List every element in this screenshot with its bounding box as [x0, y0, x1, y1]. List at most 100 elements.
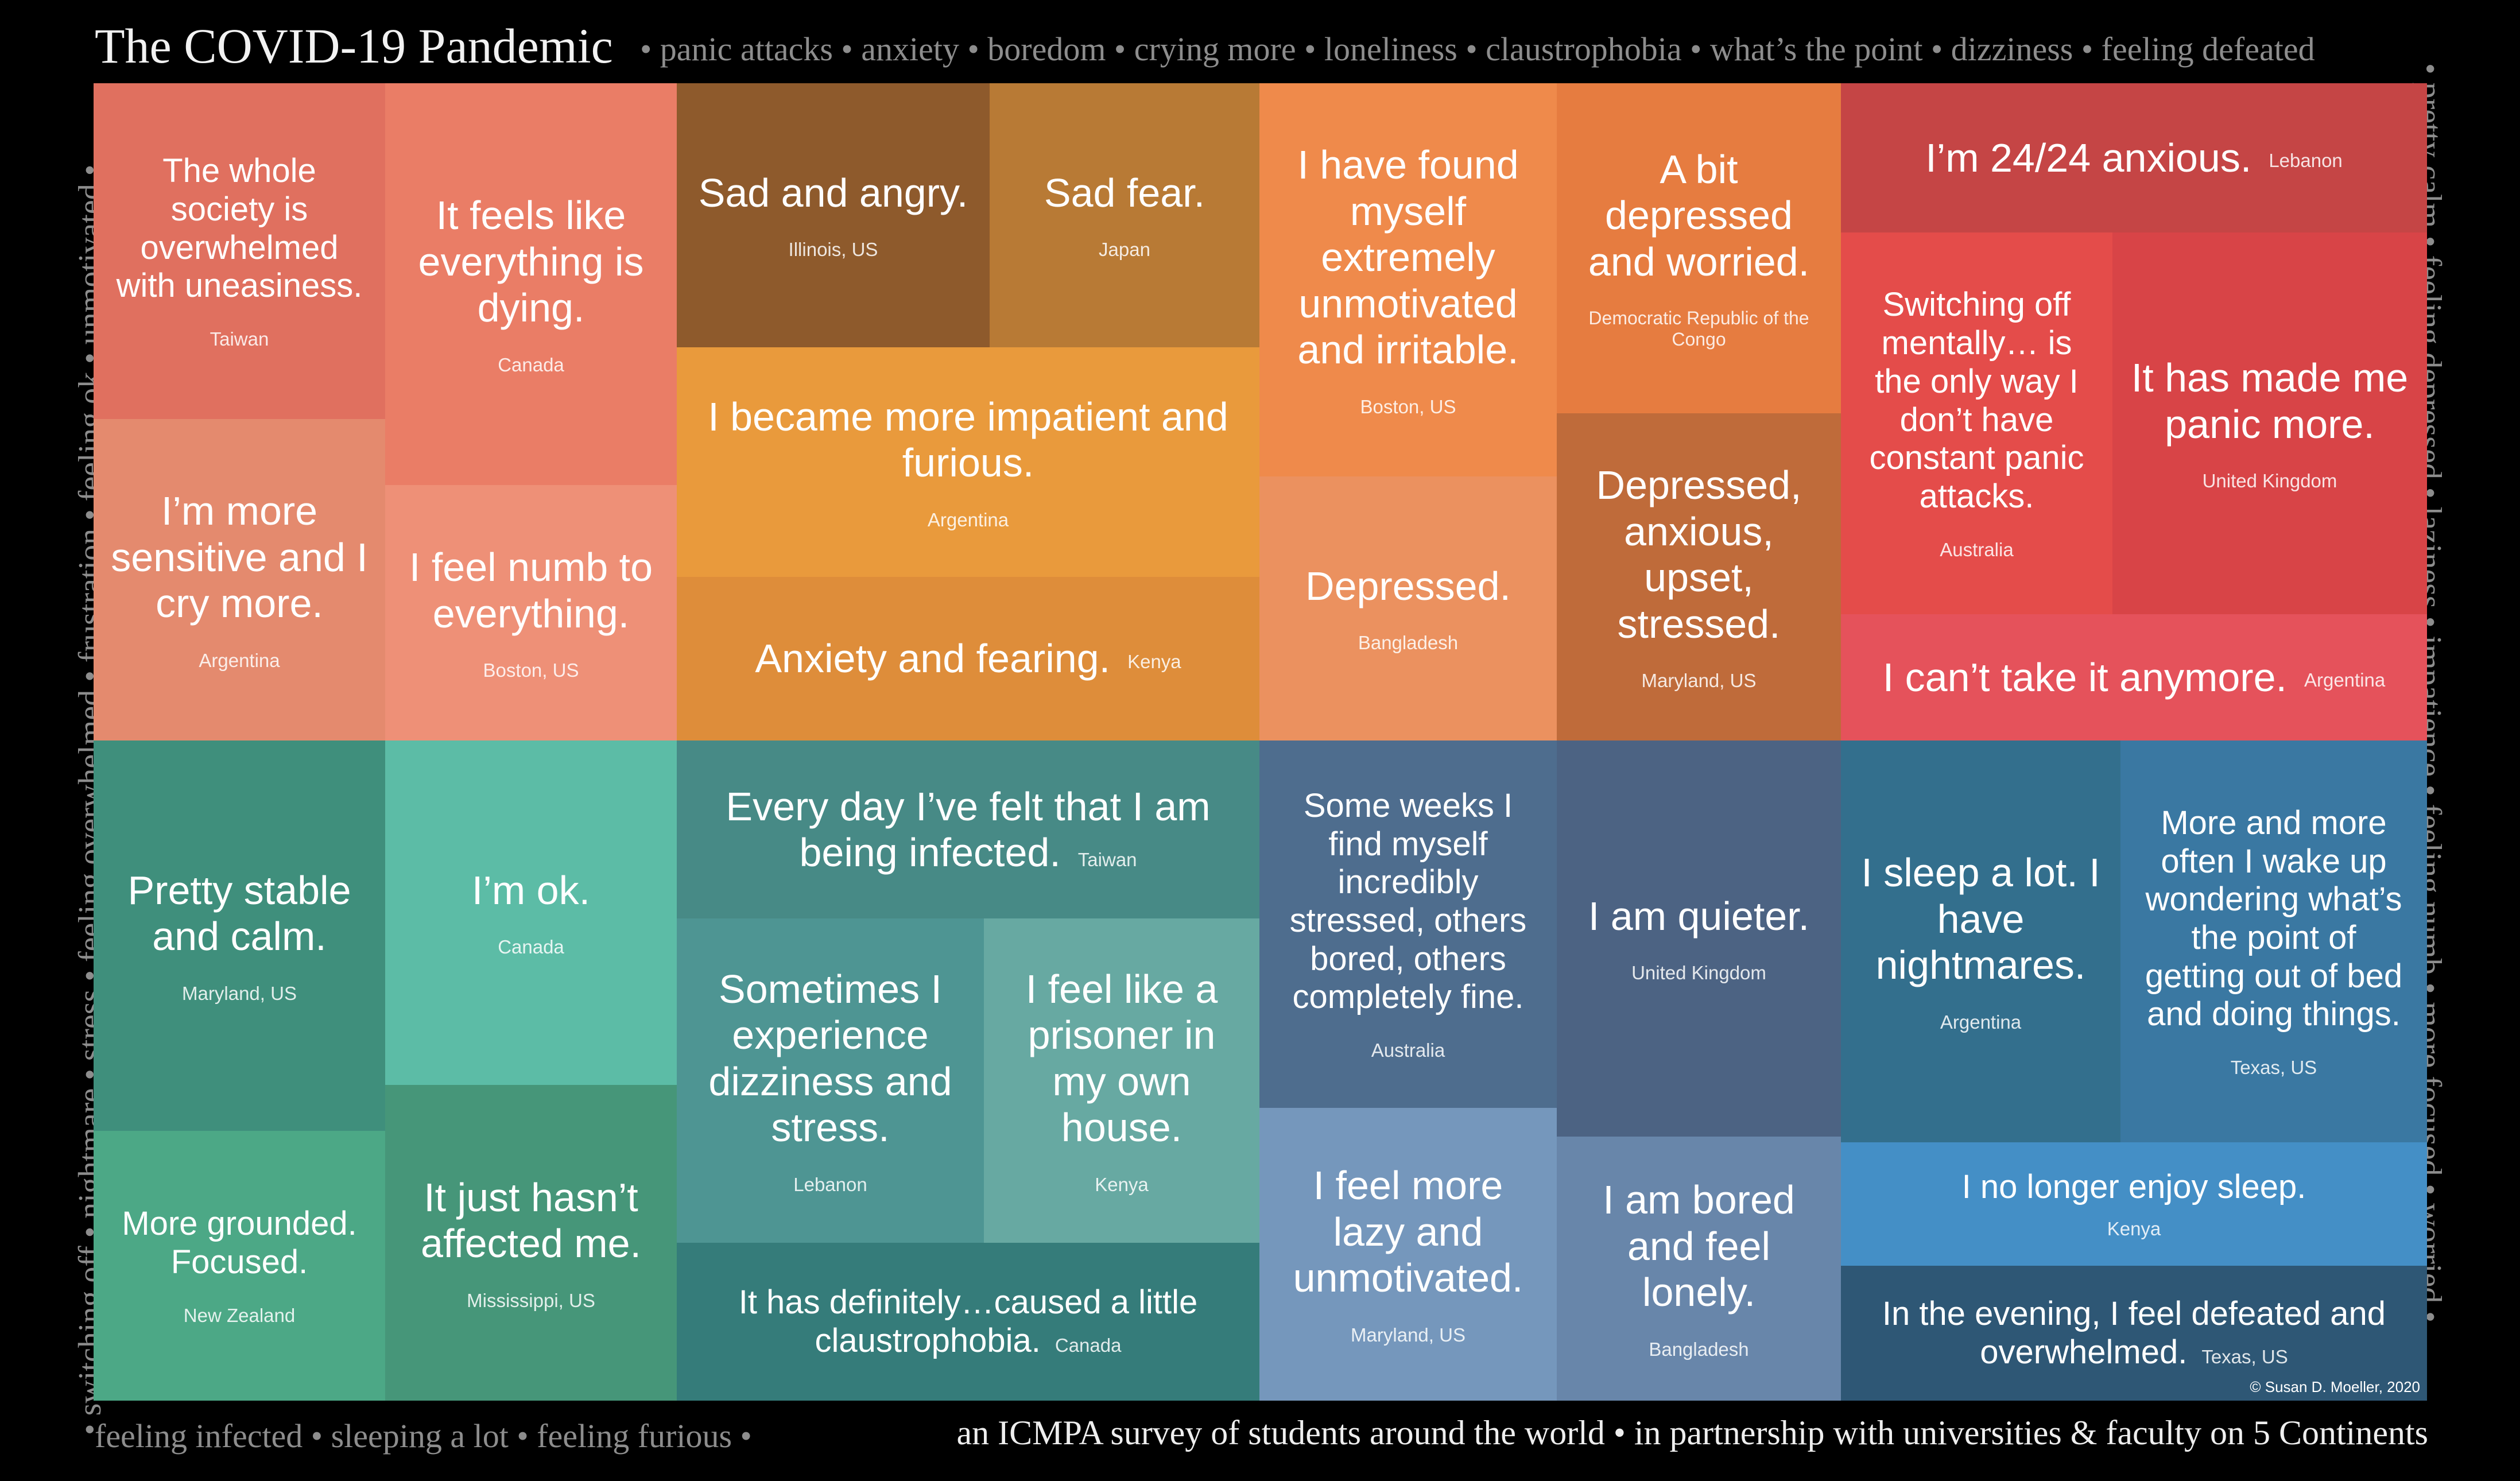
- quote-location: Kenya: [1095, 1173, 1149, 1195]
- quote-tile: I feel more lazy and unmotivated. Maryla…: [1259, 1108, 1557, 1401]
- quote-location: Kenya: [1127, 650, 1181, 672]
- quote-location: Texas, US: [2230, 1057, 2317, 1079]
- quote-location: Argentina: [199, 649, 280, 671]
- quote-tile: Sad fear. Japan: [990, 83, 1259, 347]
- quote-location: Illinois, US: [788, 239, 878, 261]
- quote-text: I sleep a lot. I have nightmares.: [1861, 850, 2100, 988]
- quote-location: Boston, US: [483, 660, 579, 681]
- quote-text: Depressed, anxious, upset, stressed.: [1596, 463, 1802, 646]
- quote-location: Bangladesh: [1358, 632, 1459, 654]
- quote-location: New Zealand: [183, 1304, 296, 1326]
- quote-tile: I sleep a lot. I have nightmares. Argent…: [1841, 740, 2120, 1142]
- quote-text: Anxiety and fearing.: [755, 636, 1111, 681]
- quote-location: Lebanon: [793, 1173, 867, 1195]
- survey-credit: an ICMPA survey of students around the w…: [956, 1414, 2428, 1452]
- quote-tile: Sad and angry. Illinois, US: [677, 83, 990, 347]
- quote-tile: It has definitely…caused a little claust…: [677, 1243, 1259, 1401]
- quote-tile: I am bored and feel lonely. Bangladesh: [1557, 1137, 1841, 1401]
- quote-text: It just hasn’t affected me.: [421, 1174, 641, 1266]
- quote-text: It has definitely…caused a little claust…: [738, 1283, 1198, 1359]
- quote-location: Maryland, US: [1351, 1324, 1466, 1346]
- quote-text: I am bored and feel lonely.: [1603, 1177, 1795, 1315]
- quote-text: Every day I’ve felt that I am being infe…: [726, 784, 1211, 875]
- quote-location: Japan: [1099, 239, 1150, 261]
- quote-tile: I have found myself extremely unmotivate…: [1259, 83, 1557, 476]
- page-title: The COVID-19 Pandemic: [95, 18, 613, 73]
- quote-location: Bangladesh: [1649, 1338, 1749, 1360]
- quote-tile: It just hasn’t affected me. Mississippi,…: [385, 1085, 677, 1401]
- quote-tile: I no longer enjoy sleep. Kenya: [1841, 1142, 2427, 1266]
- quote-text: Sad fear.: [1044, 170, 1205, 215]
- quote-text: I’m more sensitive and I cry more.: [111, 489, 368, 626]
- quote-text: It feels like everything is dying.: [418, 193, 644, 331]
- quote-location: Canada: [498, 936, 564, 958]
- quote-tile: I’m 24/24 anxious. Lebanon: [1841, 83, 2427, 232]
- quote-text: More and more often I wake up wondering …: [2145, 804, 2403, 1033]
- quote-tile: A bit depressed and worried. Democratic …: [1557, 83, 1841, 413]
- quote-location: Argentina: [2304, 669, 2386, 691]
- quote-tile: Switching off mentally… is the only way …: [1841, 232, 2112, 614]
- quote-text: Sad and angry.: [698, 170, 968, 215]
- quote-tile: More and more often I wake up wondering …: [2120, 740, 2427, 1142]
- quote-tile: More grounded. Focused. New Zealand: [94, 1131, 385, 1401]
- quote-location: Boston, US: [1360, 396, 1456, 417]
- quote-tile: I feel like a prisoner in my own house. …: [984, 918, 1259, 1243]
- quote-text: Depressed.: [1305, 563, 1511, 608]
- quote-tile: Sometimes I experience dizziness and str…: [677, 918, 984, 1243]
- quote-text: I’m ok.: [471, 867, 591, 913]
- quote-location: Mississippi, US: [467, 1289, 595, 1311]
- quote-tile: Every day I’ve felt that I am being infe…: [677, 740, 1259, 918]
- quote-text: Sometimes I experience dizziness and str…: [708, 966, 952, 1150]
- quote-location: Taiwan: [210, 328, 269, 350]
- quote-text: I became more impatient and furious.: [708, 394, 1228, 486]
- quote-text: I feel like a prisoner in my own house.: [1025, 966, 1218, 1150]
- quote-location: Australia: [1940, 538, 2014, 560]
- bottom-feelings-list: feeling infected • sleeping a lot • feel…: [95, 1417, 752, 1455]
- quote-text: Switching off mentally… is the only way …: [1869, 286, 2084, 515]
- quote-location: Maryland, US: [182, 982, 297, 1004]
- quote-text: A bit depressed and worried.: [1588, 146, 1810, 284]
- quote-tile: I can’t take it anymore. Argentina: [1841, 614, 2427, 740]
- quote-location: Australia: [1371, 1040, 1445, 1061]
- quote-location: Taiwan: [1077, 849, 1137, 870]
- quote-tile: I’m more sensitive and I cry more. Argen…: [94, 419, 385, 740]
- quote-text: I have found myself extremely unmotivate…: [1297, 142, 1519, 373]
- quote-text: I feel more lazy and unmotivated.: [1293, 1163, 1523, 1301]
- quote-tile: Depressed, anxious, upset, stressed. Mar…: [1557, 413, 1841, 740]
- quote-location: Canada: [498, 354, 564, 375]
- quote-location: Argentina: [927, 509, 1009, 530]
- quote-location: Argentina: [1940, 1011, 2022, 1033]
- quote-text: More grounded. Focused.: [122, 1205, 357, 1281]
- quote-tile: It feels like everything is dying. Canad…: [385, 83, 677, 485]
- quote-text: The whole society is overwhelmed with un…: [116, 152, 363, 305]
- quote-location: Canada: [1054, 1334, 1122, 1356]
- quote-tile: The whole society is overwhelmed with un…: [94, 83, 385, 419]
- quote-location: Lebanon: [2269, 150, 2343, 172]
- quote-text: I’m 24/24 anxious.: [1925, 135, 2252, 180]
- quote-tile: Depressed. Bangladesh: [1259, 476, 1557, 740]
- quote-text: Some weeks I find myself incredibly stre…: [1289, 786, 1527, 1016]
- quote-tile: Pretty stable and calm. Maryland, US: [94, 740, 385, 1131]
- quote-tile: I’m ok. Canada: [385, 740, 677, 1085]
- quote-location: Maryland, US: [1641, 670, 1757, 691]
- quote-location: United Kingdom: [1631, 962, 1766, 984]
- quote-location: Kenya: [2107, 1218, 2161, 1239]
- quote-tile: I am quieter. United Kingdom: [1557, 740, 1841, 1137]
- quote-text: I am quieter.: [1588, 893, 1810, 939]
- quote-tile: I became more impatient and furious. Arg…: [677, 347, 1259, 577]
- top-feelings-list: • panic attacks • anxiety • boredom • cr…: [640, 30, 2315, 68]
- quote-tile: Anxiety and fearing. Kenya: [677, 577, 1259, 740]
- quote-location: Texas, US: [2201, 1346, 2288, 1367]
- quote-tile: In the evening, I feel defeated and over…: [1841, 1266, 2427, 1401]
- quote-location: Democratic Republic of the Congo: [1588, 308, 1809, 350]
- quote-text: In the evening, I feel defeated and over…: [1882, 1294, 2386, 1371]
- quote-text: Pretty stable and calm.: [127, 867, 351, 959]
- quote-text: It has made me panic more.: [2131, 355, 2409, 447]
- quote-tile: Some weeks I find myself incredibly stre…: [1259, 740, 1557, 1108]
- quote-tile: It has made me panic more. United Kingdo…: [2112, 232, 2427, 614]
- quote-treemap: The whole society is overwhelmed with un…: [94, 83, 2427, 1401]
- copyright-text: © Susan D. Moeller, 2020: [2250, 1378, 2420, 1395]
- quote-text: I can’t take it anymore.: [1882, 654, 2287, 700]
- quote-tile: I feel numb to everything. Boston, US: [385, 485, 677, 740]
- quote-location: United Kingdom: [2202, 470, 2337, 491]
